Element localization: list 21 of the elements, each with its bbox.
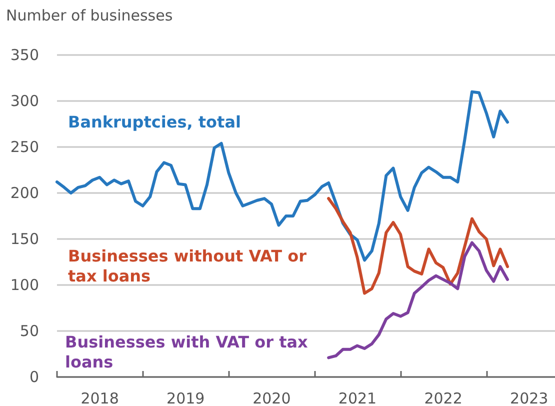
- line-series: [327, 197, 510, 295]
- x-tick-label: 2023: [510, 390, 548, 406]
- series-label: Businesses with VAT or tax loans: [65, 332, 314, 372]
- y-tick-label: 350: [10, 46, 39, 64]
- y-axis-title: Number of businesses: [6, 6, 173, 24]
- x-tick-label: 2019: [166, 390, 205, 406]
- y-tick-label: 250: [10, 138, 39, 156]
- y-tick-label: 50: [20, 322, 39, 340]
- x-tick-label: 2018: [80, 390, 119, 406]
- series-label: Bankruptcies, total: [68, 112, 241, 132]
- y-tick-label: 200: [10, 184, 39, 202]
- y-tick-label: 100: [10, 276, 39, 294]
- y-tick-label: 300: [10, 92, 39, 110]
- y-tick-label: 150: [10, 230, 39, 248]
- line-series: [327, 241, 510, 360]
- line-series: [56, 90, 510, 262]
- text: Businesses without VAT or tax loans: [68, 246, 312, 286]
- x-tick-label: 2022: [424, 390, 462, 406]
- y-tick-label: 0: [29, 368, 39, 386]
- x-tick-label: 2021: [338, 390, 377, 406]
- x-tick-label: 2020: [252, 390, 291, 406]
